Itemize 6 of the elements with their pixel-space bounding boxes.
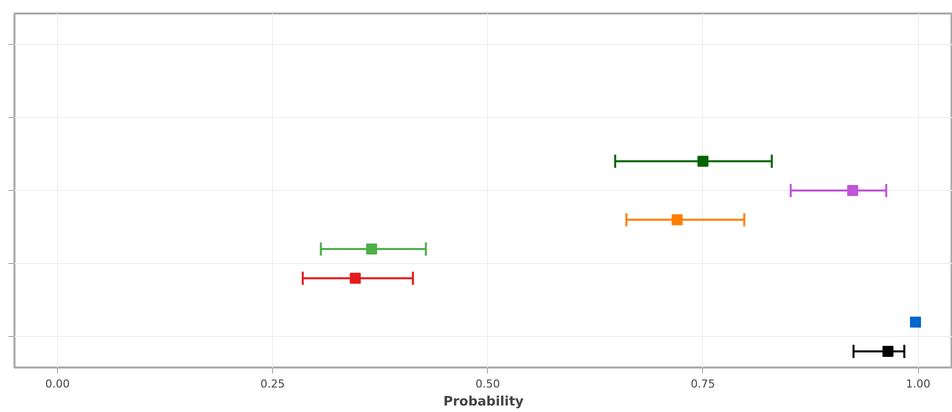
x-tick-label: 0.75 [690,378,716,390]
x-tick-label: 0.25 [260,378,285,390]
x-tick-label: 0.00 [45,378,70,390]
x-axis-title: Probability [443,394,524,410]
x-tick-label: 1.00 [906,378,930,390]
x-tick-label: 0.50 [476,378,500,390]
